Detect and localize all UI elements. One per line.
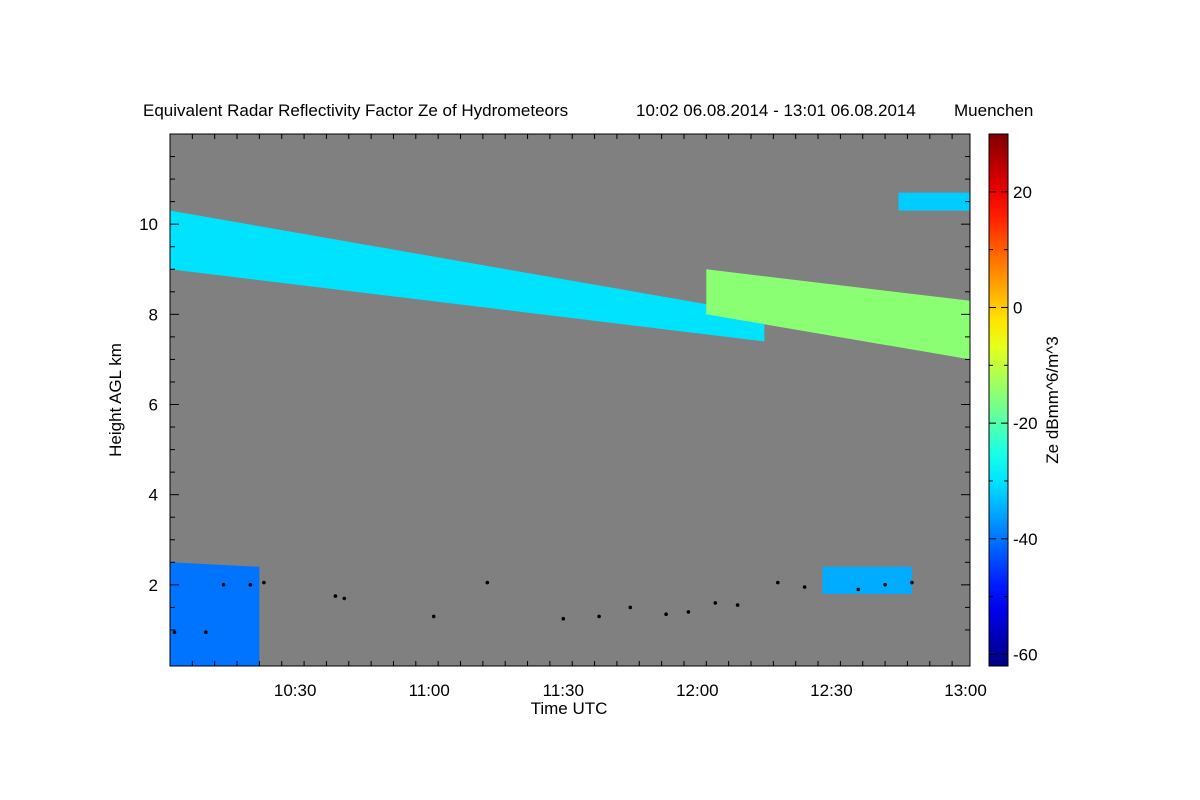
cloud-base-point	[735, 603, 740, 607]
plot-area: upper cloud bandcirrus high cirrus patch b…	[169, 133, 971, 667]
cloud-base-point	[333, 594, 338, 598]
plot-frame	[169, 133, 971, 667]
x-axis-label: Time UTC	[531, 699, 608, 718]
y-tick-label: 4	[149, 486, 158, 505]
x-tick-label: 12:30	[810, 681, 853, 700]
echo-region-low-cumulus: low cumulus	[822, 566, 912, 594]
echo-region-cirrus: cirrus	[706, 269, 970, 360]
colorbar: -60 -40 -20 0 20	[988, 133, 1038, 667]
cloud-base-point	[713, 601, 718, 605]
cloud-base-point	[248, 583, 253, 587]
y-tick-label: 2	[149, 576, 158, 595]
cloud-base-point	[262, 580, 266, 585]
y-tick-label: 6	[149, 396, 158, 415]
cloud-base-markers	[172, 580, 914, 634]
echo-region-high-cirrus-patch: high cirrus patch	[898, 192, 970, 211]
chart-location: Muenchen	[954, 101, 1033, 120]
y-tick-label: 10	[139, 215, 158, 234]
cloud-base-point	[686, 610, 691, 614]
x-tick-label: 11:00	[409, 681, 450, 700]
cloud-base-point	[221, 583, 226, 587]
y-axis-label: Height AGL km	[106, 343, 125, 457]
cloud-base-point	[204, 630, 208, 634]
chart-time-range: 10:02 06.08.2014 - 13:01 06.08.2014	[636, 101, 916, 120]
cloud-base-point	[172, 630, 177, 634]
colorbar-tick-label: -20	[1013, 414, 1038, 433]
cloud-base-point	[561, 616, 566, 621]
cloud-base-point	[910, 580, 914, 585]
cloud-base-point	[664, 612, 668, 616]
cloud-base-point	[628, 605, 633, 610]
x-tick-label: 13:00	[944, 681, 987, 700]
y-tick-label: 8	[149, 305, 158, 324]
cloud-base-point	[883, 583, 887, 587]
colorbar-tick-label: 0	[1013, 298, 1022, 317]
x-tick-label: 10:30	[274, 681, 317, 700]
colorbar-tick-label: -60	[1013, 645, 1038, 664]
colorbar-tick-label: 20	[1013, 183, 1032, 202]
x-tick-label: 11:30	[543, 681, 584, 700]
chart-title: Equivalent Radar Reflectivity Factor Ze …	[143, 101, 568, 120]
cloud-base-point	[802, 585, 807, 589]
cloud-base-point	[597, 614, 601, 619]
colorbar-tick-label: -40	[1013, 530, 1038, 549]
cloud-base-point	[342, 596, 347, 601]
echo-region-boundary-layer-clutter: boundary layer clutter	[170, 562, 260, 666]
cloud-base-point	[856, 587, 861, 592]
cloud-base-point	[485, 580, 490, 585]
echo-region-upper-cloud-band: upper cloud band	[170, 210, 765, 342]
x-tick-label: 12:00	[676, 681, 719, 700]
x-axis: 10:30 11:00 11:30 12:00 12:30 13:00	[169, 134, 987, 700]
colorbar-label: Ze dBmm^6/m^3	[1043, 336, 1062, 463]
cloud-base-point	[431, 614, 436, 619]
colorbar-gradient	[988, 133, 1009, 667]
y-axis: 2 4 6 8 10	[139, 156, 970, 631]
cloud-base-point	[776, 580, 780, 585]
